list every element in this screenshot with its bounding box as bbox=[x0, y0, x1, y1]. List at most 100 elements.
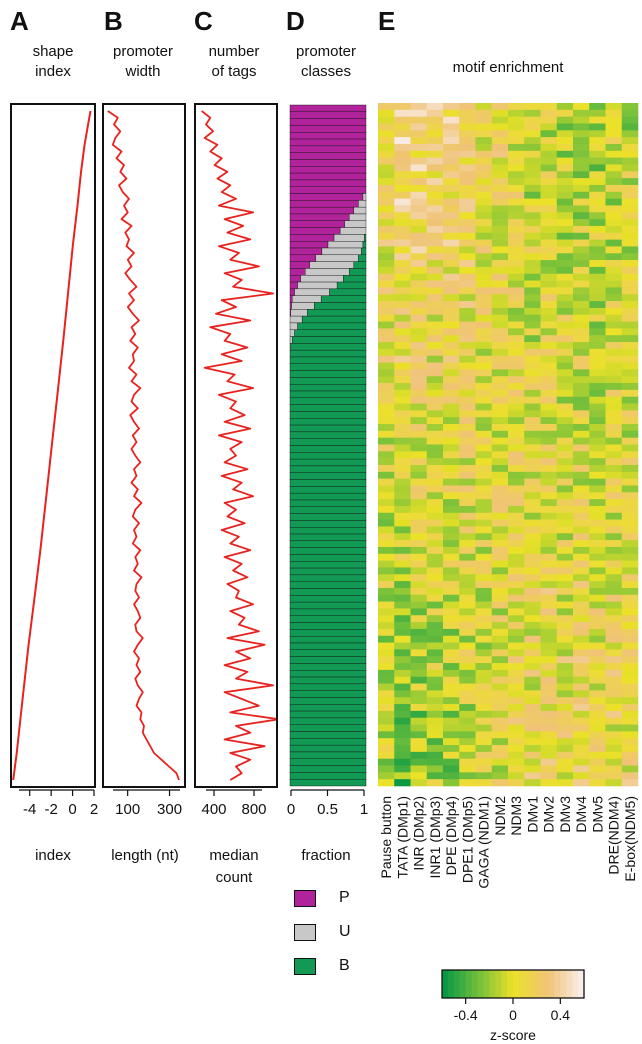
heatmap-cell bbox=[556, 615, 574, 623]
heatmap-cell bbox=[556, 184, 574, 193]
heatmap-cell bbox=[605, 533, 623, 541]
heatmap-cell bbox=[508, 150, 525, 158]
colorbar-segment bbox=[483, 970, 490, 998]
panel-a-title-line2: index bbox=[35, 63, 71, 80]
class-bar-b bbox=[329, 288, 367, 296]
heatmap-cell bbox=[524, 704, 541, 712]
heatmap-cell bbox=[491, 424, 509, 432]
heatmap-cell bbox=[540, 451, 558, 459]
heatmap-cell bbox=[556, 697, 574, 705]
heatmap-cell bbox=[573, 355, 590, 363]
heatmap-cell bbox=[605, 164, 623, 172]
heatmap-cell bbox=[394, 369, 411, 377]
heatmap-cell bbox=[524, 451, 541, 459]
heatmap-cell bbox=[475, 239, 493, 247]
heatmap-cell bbox=[459, 410, 476, 418]
heatmap-cell bbox=[459, 430, 476, 438]
heatmap-cell bbox=[508, 567, 525, 575]
heatmap-cell bbox=[573, 266, 590, 275]
heatmap-cell bbox=[459, 738, 476, 746]
heatmap-cell bbox=[508, 294, 525, 302]
heatmap-cell bbox=[394, 198, 411, 206]
heatmap-cell bbox=[540, 485, 558, 493]
heatmap-cell bbox=[556, 553, 574, 561]
heatmap-cell bbox=[508, 717, 525, 725]
class-bar-b bbox=[289, 349, 367, 358]
heatmap-cell bbox=[459, 266, 476, 275]
heatmap-cell bbox=[410, 273, 428, 281]
heatmap-cell bbox=[491, 697, 509, 705]
heatmap-cell bbox=[508, 738, 525, 746]
tag-count-line bbox=[201, 110, 280, 781]
heatmap-cell bbox=[459, 519, 476, 527]
heatmap-cell bbox=[443, 622, 460, 630]
heatmap-cell bbox=[540, 178, 558, 186]
panel-d-xlabel: fraction bbox=[301, 847, 351, 864]
heatmap-cell bbox=[491, 505, 509, 514]
heatmap-cell bbox=[426, 608, 444, 616]
colorbar-segment bbox=[465, 970, 472, 998]
heatmap-cell bbox=[426, 649, 444, 657]
heatmap-cell bbox=[556, 724, 574, 732]
heatmap-cell bbox=[475, 198, 493, 206]
heatmap-cell bbox=[459, 724, 476, 732]
class-bar-b bbox=[289, 649, 367, 657]
heatmap-cell bbox=[410, 546, 428, 555]
class-bar-b bbox=[289, 717, 367, 725]
heatmap-cell bbox=[573, 451, 590, 459]
heatmap-cell bbox=[605, 403, 623, 411]
class-bar-b bbox=[320, 295, 367, 303]
heatmap-column-label: DPE1 (DMp5) bbox=[459, 796, 475, 883]
heatmap-cell bbox=[573, 615, 590, 623]
heatmap-cell bbox=[426, 116, 444, 124]
heatmap-cell bbox=[605, 362, 623, 370]
heatmap-cell bbox=[573, 587, 590, 596]
heatmap-cell bbox=[443, 499, 460, 507]
heatmap-cell bbox=[410, 362, 428, 370]
heatmap-cell bbox=[394, 376, 411, 384]
heatmap-cell bbox=[524, 601, 541, 609]
heatmap-cell bbox=[605, 383, 623, 391]
heatmap-cell bbox=[394, 328, 411, 336]
heatmap-cell bbox=[540, 512, 558, 520]
heatmap-cell bbox=[378, 512, 395, 520]
heatmap-cell bbox=[556, 717, 574, 725]
heatmap-cell bbox=[556, 246, 574, 254]
heatmap-cell bbox=[589, 253, 606, 261]
class-bar-b bbox=[289, 533, 367, 542]
heatmap-cell bbox=[426, 471, 444, 479]
heatmap-cell bbox=[426, 437, 444, 445]
heatmap-cell bbox=[573, 225, 590, 234]
heatmap-cell bbox=[491, 683, 509, 691]
heatmap-cell bbox=[621, 362, 639, 370]
colorbar-tick-label: 0.4 bbox=[551, 1007, 571, 1023]
heatmap-cell bbox=[573, 260, 590, 268]
heatmap-cell bbox=[378, 608, 395, 616]
heatmap-cell bbox=[605, 772, 623, 780]
heatmap-cell bbox=[459, 533, 476, 541]
heatmap-cell bbox=[508, 137, 525, 145]
heatmap-cell bbox=[508, 499, 525, 507]
heatmap-cell bbox=[394, 587, 411, 596]
heatmap-cell bbox=[459, 676, 476, 684]
heatmap-cell bbox=[410, 205, 428, 213]
heatmap-cell bbox=[605, 178, 623, 186]
heatmap-cell bbox=[378, 410, 395, 418]
heatmap-cell bbox=[605, 710, 623, 718]
heatmap-cell bbox=[459, 225, 476, 234]
heatmap-cell bbox=[605, 301, 623, 309]
heatmap-cell bbox=[410, 266, 428, 275]
heatmap-cell bbox=[540, 171, 558, 179]
class-bar-b bbox=[364, 234, 367, 242]
heatmap-cell bbox=[589, 403, 606, 411]
zscore-colorbar: -0.4 0 0.4z-score bbox=[441, 969, 585, 1043]
heatmap-cell bbox=[605, 212, 623, 220]
heatmap-cell bbox=[459, 424, 476, 432]
class-bar-b bbox=[289, 554, 367, 562]
heatmap-cell bbox=[621, 335, 639, 343]
class-bar-p bbox=[289, 220, 345, 228]
heatmap-cell bbox=[443, 355, 460, 363]
heatmap-cell bbox=[524, 745, 541, 753]
heatmap-cell bbox=[589, 342, 606, 350]
heatmap-cell bbox=[573, 464, 590, 473]
